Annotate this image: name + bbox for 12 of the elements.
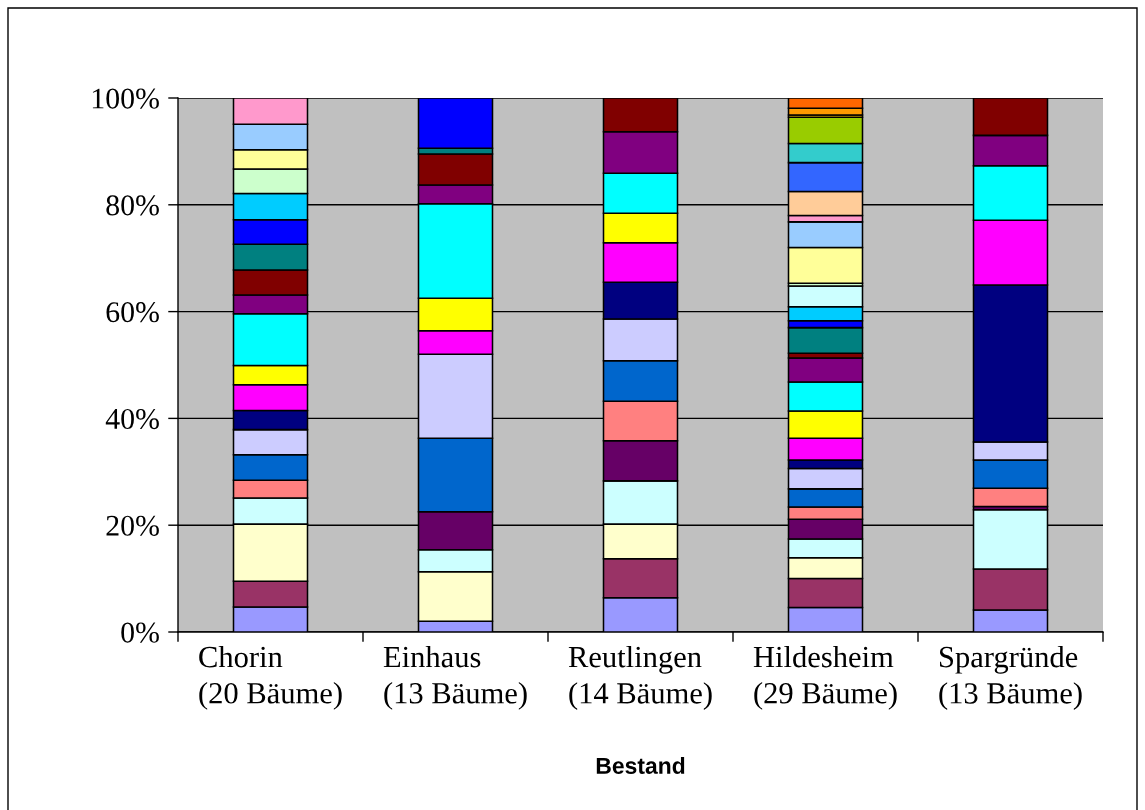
y-tick-label: 100% (92, 88, 159, 109)
x-tick-label: Hildesheim (29 Bäume) (753, 645, 897, 710)
y-tick-label: 40% (105, 408, 159, 430)
y-tick-label: 0% (121, 622, 159, 643)
y-tick-label: 20% (106, 515, 159, 536)
y-tick-label: 60% (106, 302, 159, 323)
x-tick-label: Einhaus (13 Bäume) (383, 645, 527, 710)
x-tick-label: Chorin (20 Bäume) (199, 645, 342, 710)
x-tick-label: Reutlingen (14 Bäume) (568, 645, 712, 710)
x-axis-title: Bestand (596, 757, 685, 774)
x-tick-label: Spargründe (13 Bäume) (939, 645, 1082, 710)
y-tick-label: 80% (106, 195, 159, 216)
